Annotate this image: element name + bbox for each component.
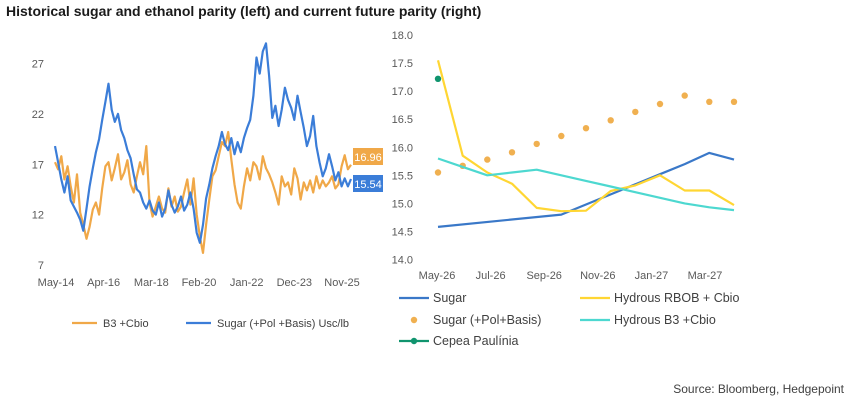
legend-label-sugar-line: Sugar (433, 291, 466, 305)
left-x-tick: Dec-23 (277, 277, 312, 289)
right-x-tick: Jul-26 (476, 270, 506, 282)
left-x-tick: Feb-20 (182, 277, 217, 289)
value-tag-0 (353, 148, 383, 165)
right-y-tick: 18.0 (392, 30, 413, 42)
left-x-tick: Nov-25 (324, 277, 359, 289)
legend-label-rbob: Hydrous RBOB + Cbio (614, 291, 739, 305)
right-series-point-2 (730, 98, 738, 106)
right-x-tick: May-26 (419, 270, 456, 282)
legend-swatch-cepea-dot (410, 337, 418, 345)
left-y-tick: 12 (32, 210, 44, 222)
value-tag-1 (353, 175, 383, 192)
right-chart: 14.0 14.5 15.0 15.5 16.0 16.5 17.0 17.5 18.0 May-… (392, 30, 738, 282)
right-y-tick: 16.5 (392, 114, 413, 126)
right-y-tick: 17.0 (392, 86, 413, 98)
right-series-point-2 (632, 108, 639, 116)
legend-swatch-pol-basis (410, 316, 418, 324)
right-series-point-2 (607, 117, 614, 124)
chart-title: Historical sugar and ethanol parity (lef… (6, 3, 482, 19)
left-series-line-1 (53, 42, 353, 244)
value-tag-label-0: 16.96 (354, 152, 382, 164)
left-y-tick: 17 (32, 159, 44, 171)
right-y-tick: 14.5 (392, 226, 413, 238)
legend-label-cepea: Cepea Paulínia (433, 334, 519, 348)
source-note: Source: Bloomberg, Hedgepoint (673, 382, 844, 396)
left-chart: 7 12 17 22 27 May-14 Apr-16 Mar-18 Feb-20 Jan-22 D… (32, 42, 383, 289)
legend-label-b3: B3 +Cbio (103, 318, 149, 330)
right-series-point-2 (533, 140, 540, 148)
right-series-point-4 (434, 75, 442, 83)
right-x-tick: Nov-26 (580, 270, 615, 282)
legend-label-hydrous-b3: Hydrous B3 +Cbio (614, 313, 716, 327)
right-series-point-2 (484, 156, 491, 163)
left-x-tick: Mar-18 (134, 277, 169, 289)
right-series-line-3 (437, 157, 735, 212)
left-y-tick: 7 (38, 260, 44, 272)
right-y-tick: 14.0 (392, 255, 413, 267)
left-x-tick: May-14 (38, 277, 75, 289)
legend-label-sugar: Sugar (+Pol +Basis) Usc/lb (217, 318, 349, 330)
left-x-tick: Apr-16 (87, 277, 120, 289)
left-series-line-0 (53, 130, 352, 254)
left-legend: B3 +Cbio Sugar (+Pol +Basis) Usc/lb (72, 318, 349, 330)
right-x-tick: Jan-27 (635, 270, 669, 282)
right-y-tick: 15.0 (392, 198, 413, 210)
right-y-tick: 15.5 (392, 170, 413, 182)
value-tag-label-1: 15.54 (354, 179, 382, 191)
left-x-tick: Jan-22 (230, 277, 264, 289)
right-series-point-2 (558, 132, 565, 140)
right-y-tick: 16.0 (392, 142, 413, 154)
right-series-point-2 (508, 149, 516, 156)
left-y-tick: 27 (32, 59, 44, 71)
right-series-line-1 (436, 60, 735, 213)
right-series-point-2 (656, 100, 664, 108)
right-y-tick: 17.5 (392, 58, 413, 70)
right-series-point-2 (681, 92, 688, 99)
right-series-point-2 (434, 169, 442, 176)
right-x-tick: Mar-27 (688, 270, 723, 282)
right-series-point-2 (582, 125, 590, 132)
left-y-tick: 22 (32, 109, 44, 121)
right-legend: Sugar Hydrous RBOB + Cbio Sugar (+Pol+Basi… (399, 291, 739, 348)
legend-label-pol-basis: Sugar (+Pol+Basis) (433, 313, 541, 327)
right-x-tick: Sep-26 (526, 270, 561, 282)
right-series-point-2 (706, 98, 713, 106)
